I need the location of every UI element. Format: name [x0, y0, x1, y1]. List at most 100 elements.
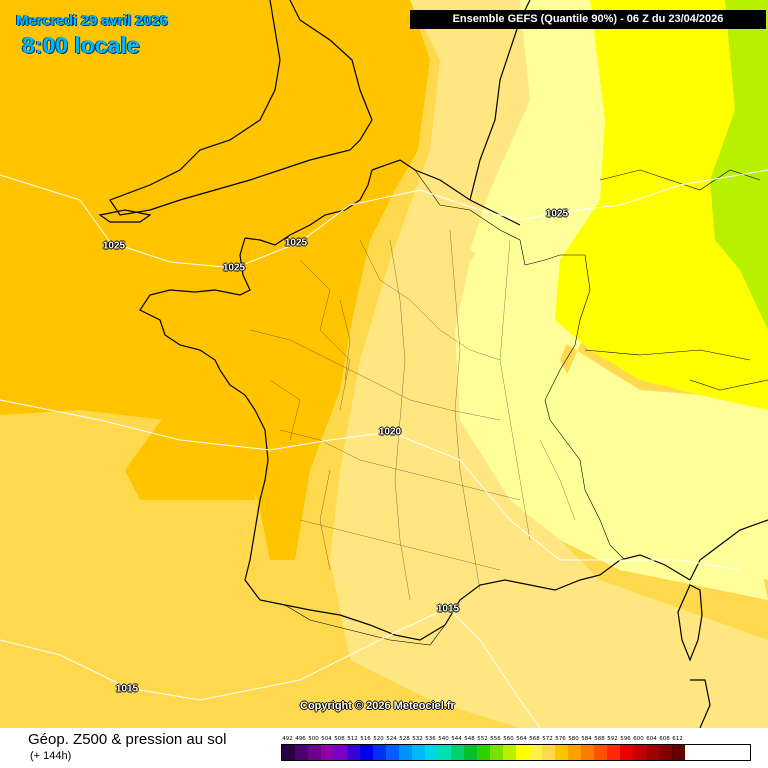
- scale-swatch: [321, 745, 334, 760]
- isobar-label: 1020: [378, 426, 402, 438]
- border-east-europe: [599, 169, 761, 191]
- coast-mediterranean: [444, 554, 691, 626]
- coast-spain-north: [284, 604, 446, 641]
- scale-value: 576: [555, 736, 566, 742]
- coast-cornwall: [98, 209, 152, 223]
- scale-value: 552: [477, 736, 488, 742]
- isobar-label: 1025: [545, 208, 569, 220]
- z500-field-northeast-green: [710, 0, 768, 330]
- scale-value: 520: [373, 736, 384, 742]
- scale-swatch: [308, 745, 321, 760]
- copyright-notice: Copyright © 2026 Meteociel.fr: [300, 700, 455, 712]
- scale-swatch: [386, 745, 399, 760]
- z500-field-east-pale-south: [455, 230, 768, 600]
- scale-swatch: [672, 745, 685, 760]
- border-germany: [560, 254, 591, 346]
- scale-value: 516: [360, 736, 371, 742]
- scale-swatch: [282, 745, 295, 760]
- scale-swatch: [490, 745, 503, 760]
- z500-field-west-orange-south: [125, 415, 255, 500]
- scale-value: 504: [321, 736, 332, 742]
- scale-value: 536: [425, 736, 436, 742]
- scale-value: 584: [581, 736, 592, 742]
- field-title: Géop. Z500 & pression au sol: [28, 731, 227, 748]
- scale-swatch: [529, 745, 542, 760]
- border-spain: [284, 604, 446, 646]
- scale-swatch: [477, 745, 490, 760]
- isobar-label: 1015: [115, 683, 139, 695]
- scale-swatch: [438, 745, 451, 760]
- forecast-date: Mercredi 29 avril 2026: [16, 12, 168, 29]
- borders: [284, 169, 768, 646]
- scale-swatch: [295, 745, 308, 760]
- isobar-1025: [0, 169, 768, 269]
- coast-italy: [689, 519, 768, 581]
- department-lines: [249, 229, 576, 601]
- scale-value: 548: [464, 736, 475, 742]
- scale-value: 564: [516, 736, 527, 742]
- scale-swatch: [659, 745, 672, 760]
- isobar-label: 1025: [222, 262, 246, 274]
- scale-swatch: [425, 745, 438, 760]
- z500-field-central-band: [330, 0, 768, 728]
- scale-value: 600: [633, 736, 644, 742]
- scale-swatch: [607, 745, 620, 760]
- border-belgium: [414, 169, 561, 266]
- scale-value: 540: [438, 736, 449, 742]
- scale-value: 572: [542, 736, 553, 742]
- scale-value: 512: [347, 736, 358, 742]
- z500-field-west-orange: [0, 0, 430, 560]
- scale-swatch: [503, 745, 516, 760]
- scale-swatch: [360, 745, 373, 760]
- border-alps: [584, 349, 751, 361]
- coast-cotentin: [194, 237, 251, 296]
- scale-bar: [281, 744, 751, 761]
- scale-swatch: [581, 745, 594, 760]
- scale-swatch: [373, 745, 386, 760]
- scale-swatch: [399, 745, 412, 760]
- scale-swatch: [646, 745, 659, 760]
- z500-field-east-yellow: [555, 0, 768, 410]
- scale-value: 604: [646, 736, 657, 742]
- isobar-label: 1015: [436, 603, 460, 615]
- scale-swatch: [568, 745, 581, 760]
- scale-value: 544: [451, 736, 462, 742]
- scale-swatch: [555, 745, 568, 760]
- scale-swatch: [516, 745, 529, 760]
- isobar-label: 1025: [284, 237, 308, 249]
- map-footer: Géop. Z500 & pression au sol (+ 144h) 49…: [0, 728, 768, 768]
- scale-value: 588: [594, 736, 605, 742]
- lead-time: (+ 144h): [30, 750, 72, 762]
- model-run-label: Ensemble GEFS (Quantile 90%) - 06 Z du 2…: [410, 10, 766, 29]
- scale-value: 528: [399, 736, 410, 742]
- coast-atlantic: [219, 369, 286, 606]
- scale-swatch: [334, 745, 347, 760]
- scale-value: 612: [672, 736, 683, 742]
- scale-swatch: [464, 745, 477, 760]
- coast-brittany: [139, 289, 221, 371]
- coastlines: [98, 0, 768, 728]
- scale-value: 596: [620, 736, 631, 742]
- scale-value: 580: [568, 736, 579, 742]
- scale-value: 560: [503, 736, 514, 742]
- scale-swatch: [542, 745, 555, 760]
- isobars: [0, 169, 768, 728]
- border-italy: [584, 489, 626, 561]
- scale-swatch: [633, 745, 646, 760]
- scale-swatch: [412, 745, 425, 760]
- coast-channel: [244, 169, 373, 246]
- scale-value: 500: [308, 736, 319, 742]
- isobar-1020: [0, 399, 741, 571]
- coast-great-britain: [109, 0, 373, 216]
- scale-swatch: [620, 745, 633, 760]
- scale-value: 492: [282, 736, 293, 742]
- scale-value: 592: [607, 736, 618, 742]
- scale-swatch: [594, 745, 607, 760]
- color-scale-legend: 492 496 500 504 508 512 516 520 524 528 532 536 540 5…: [281, 736, 751, 764]
- scale-value: 496: [295, 736, 306, 742]
- pressure-map: [0, 0, 768, 728]
- coast-corsica: [677, 584, 703, 662]
- isobar-1015: [0, 607, 541, 728]
- scale-value: 568: [529, 736, 540, 742]
